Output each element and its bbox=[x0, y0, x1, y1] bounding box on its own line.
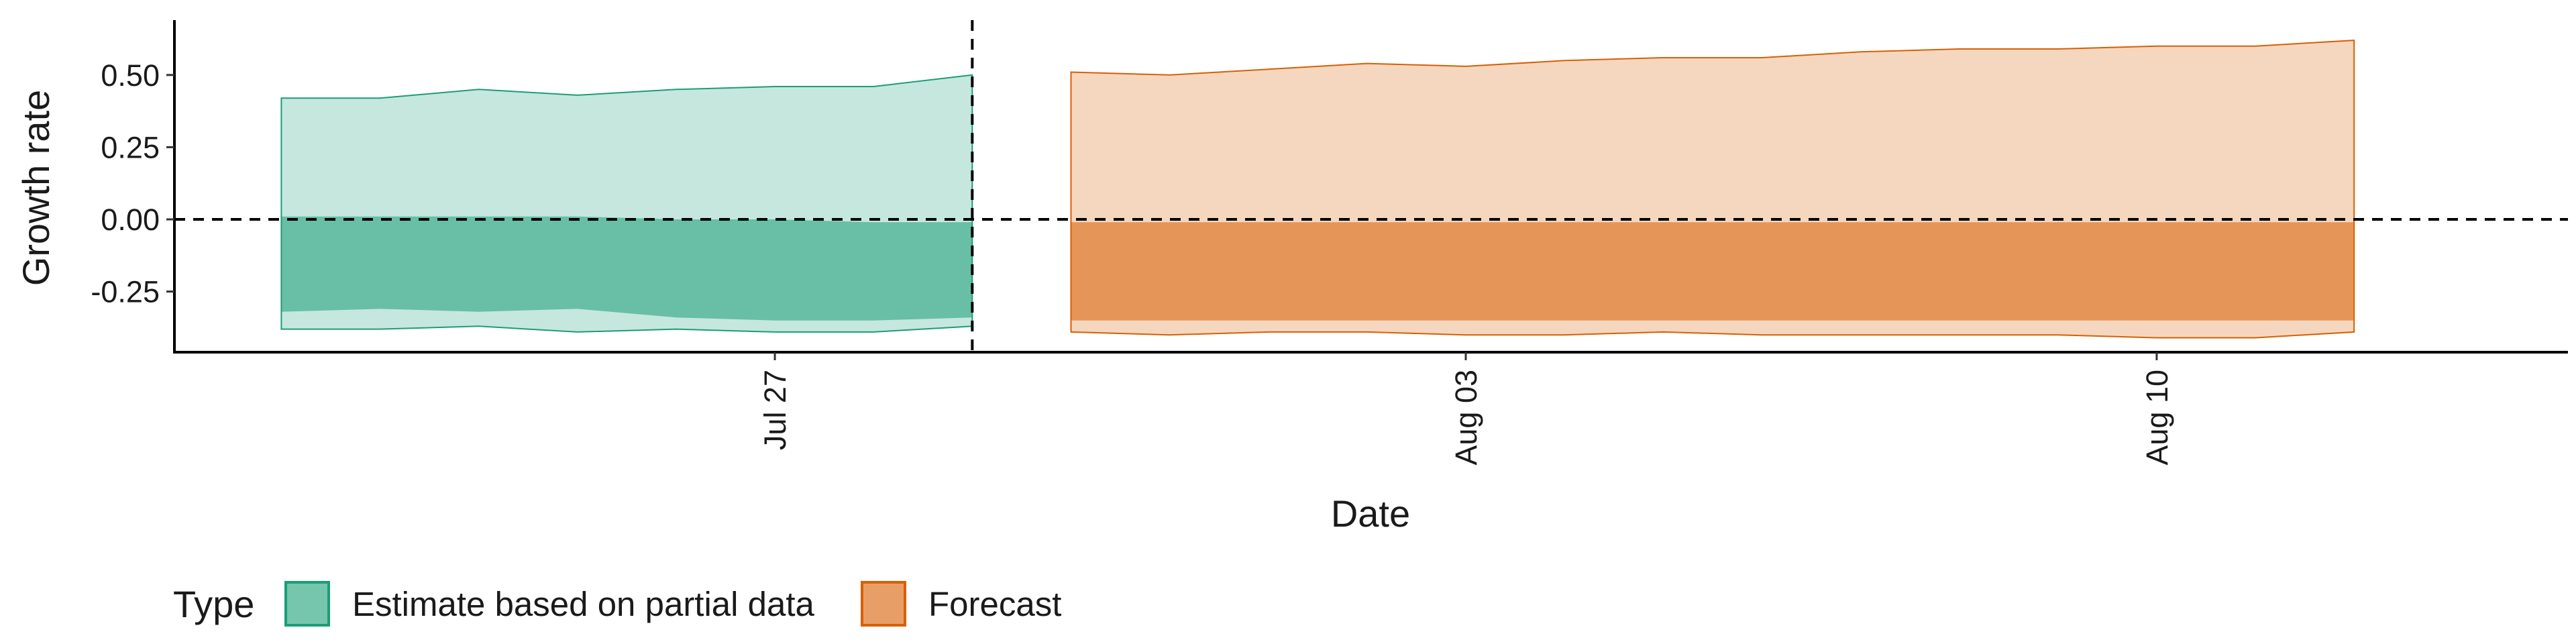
bands-layer bbox=[280, 40, 2355, 339]
x-tick-label: Aug 10 bbox=[2140, 370, 2174, 466]
legend-key-forecast bbox=[861, 581, 906, 627]
y-tick-label: -0.25 bbox=[91, 275, 160, 309]
x-tick-label: Jul 27 bbox=[758, 370, 792, 450]
legend-label-estimate: Estimate based on partial data bbox=[352, 585, 815, 623]
x-tick-label: Aug 03 bbox=[1449, 370, 1483, 466]
legend-key-estimate bbox=[284, 581, 330, 627]
series-1-inner-band bbox=[1071, 222, 2355, 321]
y-tick-label: 0.50 bbox=[101, 58, 160, 93]
reference-lines bbox=[174, 20, 2568, 352]
y-tick-label: 0.25 bbox=[101, 130, 160, 164]
y-axis-title: Growth rate bbox=[15, 90, 57, 286]
series-0-inner-band bbox=[281, 216, 973, 321]
legend-label-forecast: Forecast bbox=[928, 585, 1061, 623]
x-axis-title: Date bbox=[1331, 492, 1410, 535]
legend-title: Type bbox=[173, 583, 254, 625]
axes-layer: 0.50 0.25 0.00 -0.25 Jul 27 Aug 03 Aug 10 bbox=[91, 20, 2568, 466]
y-tick-label: 0.00 bbox=[101, 203, 160, 237]
legend: Type Estimate based on partial data Fore… bbox=[173, 581, 1061, 627]
